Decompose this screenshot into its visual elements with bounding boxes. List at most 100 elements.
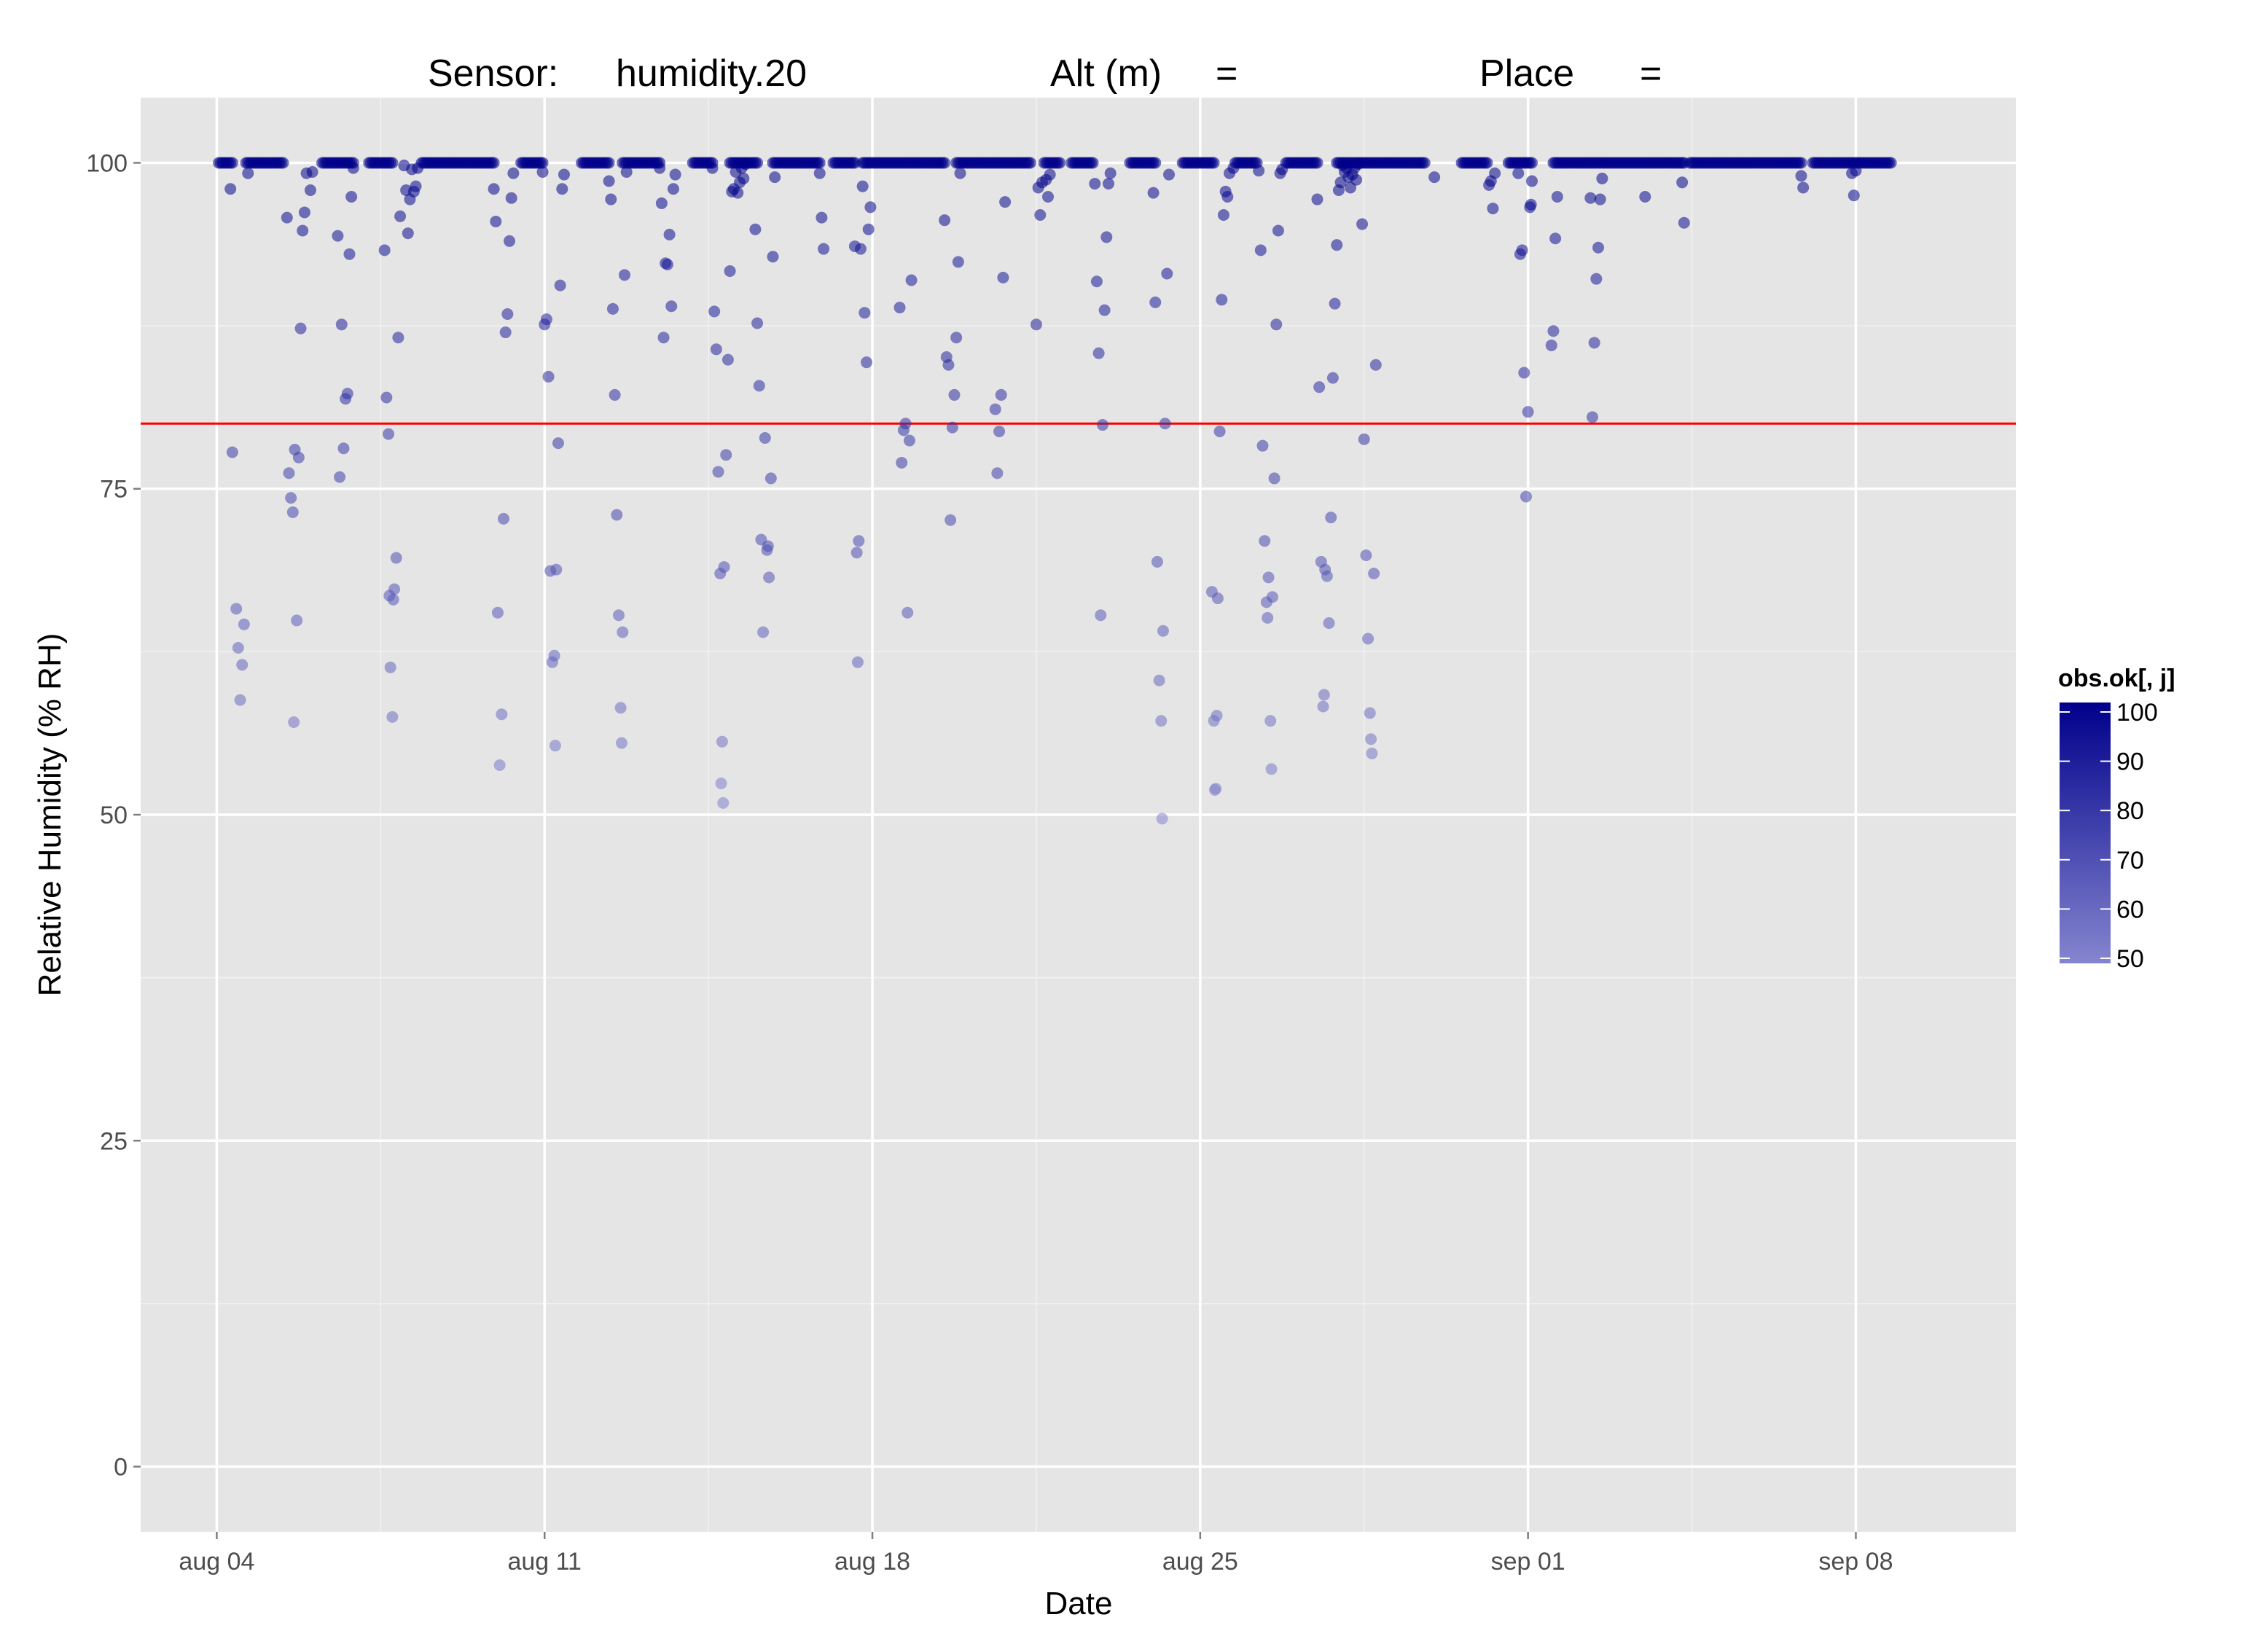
data-point — [861, 356, 872, 369]
data-point — [1512, 167, 1525, 179]
data-point — [378, 244, 391, 257]
data-point — [1098, 304, 1111, 316]
data-point-saturated — [536, 157, 549, 169]
data-point — [706, 162, 719, 174]
data-point — [1253, 165, 1265, 177]
data-point — [954, 167, 966, 179]
data-point — [1522, 406, 1534, 418]
data-point — [999, 196, 1012, 208]
data-point — [1326, 372, 1339, 384]
data-point — [1163, 168, 1175, 181]
data-point — [1639, 190, 1651, 203]
data-point — [655, 197, 668, 209]
data-point — [816, 211, 828, 224]
data-point — [1100, 231, 1113, 243]
data-point — [1256, 439, 1269, 452]
data-point — [1676, 176, 1689, 189]
data-point — [899, 418, 912, 430]
data-point — [345, 190, 358, 203]
data-point-saturated — [1087, 157, 1099, 169]
data-point — [859, 307, 871, 319]
data-point — [1317, 700, 1329, 713]
data-point — [712, 466, 724, 478]
data-point — [603, 175, 615, 187]
title-place-equals: = — [1640, 52, 1662, 95]
data-point-saturated — [488, 157, 500, 169]
data-point — [1221, 190, 1234, 203]
data-point — [1262, 571, 1275, 584]
data-point — [542, 370, 555, 383]
data-point — [390, 552, 402, 564]
data-point — [1090, 275, 1103, 288]
data-point — [1044, 168, 1056, 181]
data-point — [1518, 367, 1530, 379]
data-point — [1587, 411, 1598, 423]
data-point — [402, 227, 414, 240]
data-point — [850, 547, 863, 559]
data-point — [665, 300, 678, 313]
data-point — [1489, 167, 1501, 179]
data-points — [213, 157, 1897, 825]
data-point — [767, 251, 779, 263]
data-point — [667, 183, 679, 195]
data-point — [1262, 611, 1274, 624]
data-point — [1526, 175, 1538, 187]
data-point — [383, 428, 395, 440]
title-sensor-value: humidity.20 — [616, 52, 807, 95]
data-point — [1584, 192, 1597, 204]
data-point — [851, 656, 864, 668]
data-point — [854, 243, 867, 255]
data-point — [902, 606, 914, 619]
data-point — [753, 380, 765, 392]
data-point — [751, 317, 764, 329]
data-point — [1588, 337, 1600, 349]
data-point — [1797, 181, 1810, 194]
data-point — [1331, 239, 1343, 251]
data-point — [661, 259, 673, 271]
data-point — [905, 274, 918, 286]
data-point — [619, 269, 630, 281]
data-point — [1551, 190, 1563, 203]
legend-color-bar — [2060, 702, 2111, 963]
data-point — [1323, 617, 1335, 630]
data-point — [491, 606, 504, 619]
data-point-saturated — [1149, 157, 1162, 169]
data-point — [1157, 625, 1169, 637]
data-point — [1594, 193, 1606, 206]
data-point — [853, 535, 865, 547]
data-point — [1149, 296, 1162, 308]
data-point — [1259, 535, 1271, 547]
x-tick-label: sep 01 — [1491, 1548, 1565, 1576]
data-point — [1254, 244, 1267, 257]
data-point — [306, 165, 318, 178]
data-point — [1265, 763, 1278, 775]
data-point — [384, 661, 396, 673]
data-point — [1847, 189, 1860, 202]
data-point — [952, 256, 964, 268]
data-point — [942, 359, 955, 371]
data-point — [1104, 167, 1117, 179]
data-point — [663, 228, 676, 240]
data-point — [554, 279, 566, 291]
legend-title: obs.ok[, j] — [2058, 665, 2175, 692]
data-point — [1329, 297, 1341, 310]
data-point — [605, 193, 617, 206]
data-point — [1096, 419, 1108, 431]
data-point — [710, 343, 722, 356]
data-point-saturated — [1311, 157, 1323, 169]
data-point — [763, 571, 775, 584]
legend-label: 90 — [2116, 748, 2144, 776]
data-point-saturated — [751, 157, 764, 169]
data-point — [285, 492, 297, 504]
data-point — [657, 332, 670, 344]
data-point — [226, 446, 238, 458]
x-tick-label: aug 04 — [179, 1548, 254, 1576]
data-point — [654, 162, 666, 174]
data-point — [864, 201, 877, 214]
data-point — [1368, 568, 1380, 580]
data-point — [1325, 512, 1337, 524]
data-point — [242, 167, 254, 179]
legend-label: 50 — [2116, 945, 2144, 973]
data-point — [392, 332, 404, 344]
